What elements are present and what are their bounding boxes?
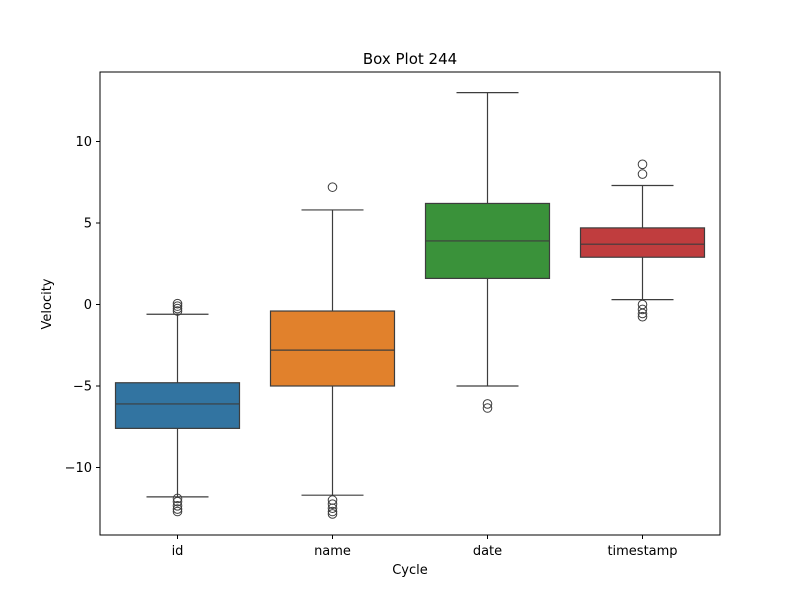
outlier-point (637, 169, 648, 179)
outlier-point (637, 308, 648, 319)
x-tick-label: name (314, 544, 351, 559)
outlier-point (637, 311, 648, 322)
outlier-point (172, 303, 183, 314)
plot-frame (99, 71, 721, 536)
outlier-point (172, 506, 183, 517)
outlier-point (327, 499, 338, 509)
y-axis-label: Velocity (40, 278, 55, 329)
outlier-point (327, 503, 338, 514)
outlier-point (327, 509, 338, 519)
box-iqr (114, 382, 241, 429)
outlier-point (327, 182, 338, 192)
y-tick-label: −5 (73, 380, 92, 395)
box-date (424, 91, 551, 413)
y-tick-label: 0 (84, 298, 92, 313)
box-iqr (269, 310, 396, 387)
box-iqr (579, 227, 706, 258)
outlier-point (482, 399, 493, 409)
chart-title: Box Plot 244 (363, 50, 457, 68)
y-axis: −10 −5 0 5 10 (65, 135, 100, 476)
outlier-point (637, 304, 648, 315)
x-axis-label: Cycle (392, 563, 428, 578)
y-tick-label: 5 (84, 217, 92, 232)
outlier-point (637, 159, 648, 170)
outlier-point (172, 496, 183, 507)
outlier-point (172, 504, 183, 514)
outlier-point (172, 493, 183, 504)
outlier-point (637, 299, 648, 310)
y-tick-label: −10 (65, 461, 92, 476)
x-axis: id name date timestamp (172, 535, 678, 559)
box-name (269, 182, 396, 519)
outlier-point (482, 403, 493, 413)
outlier-point (172, 298, 183, 309)
plot-area (114, 91, 706, 519)
x-tick-label: timestamp (607, 544, 677, 559)
outlier-point (172, 501, 183, 511)
outlier-point (172, 306, 183, 316)
box-id (114, 298, 241, 517)
y-tick-label: 10 (75, 135, 92, 150)
outlier-point (327, 506, 338, 517)
x-tick-label: date (473, 544, 502, 559)
x-tick-label: id (172, 544, 184, 559)
outlier-point (172, 301, 183, 311)
box-timestamp (579, 159, 706, 322)
